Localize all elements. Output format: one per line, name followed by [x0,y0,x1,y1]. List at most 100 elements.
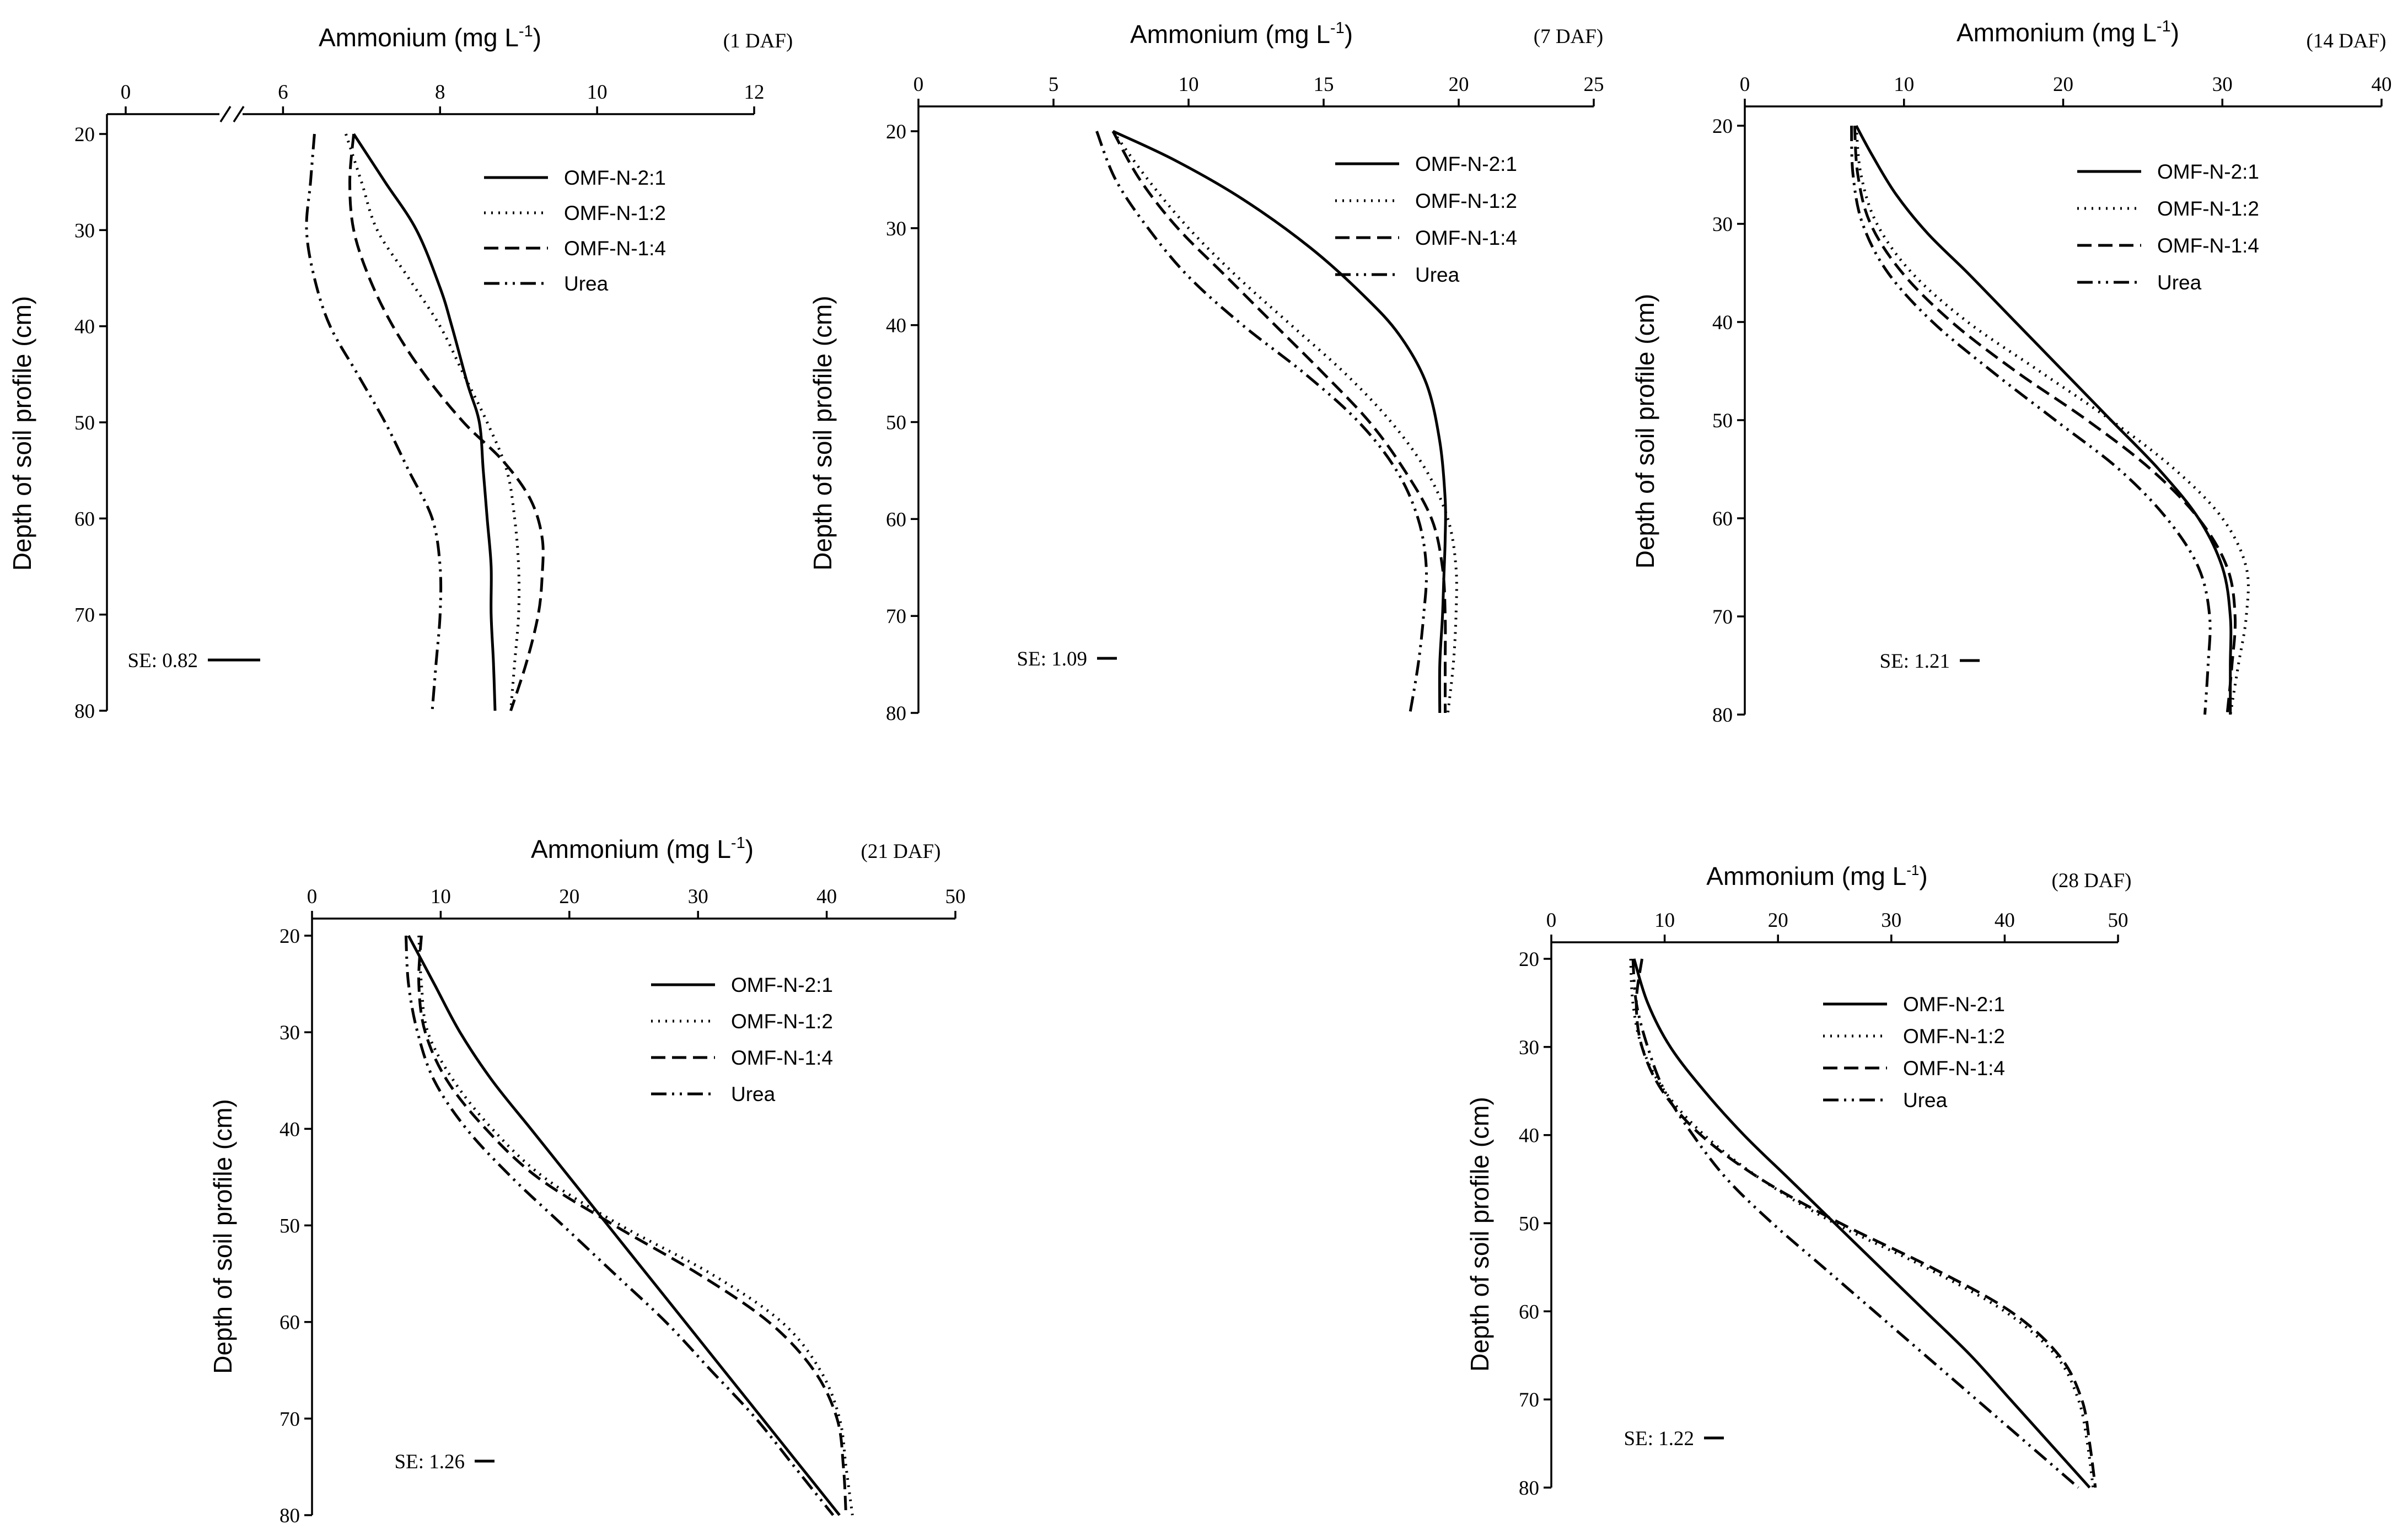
y-tick-label: 60 [1519,1301,1539,1323]
y-tick-label: 40 [74,316,95,339]
x-axis-title-close: ) [533,23,541,52]
y-tick-label: 50 [886,412,906,434]
x-axis-title-text: Ammonium (mg L [531,835,731,863]
y-tick-label: 60 [74,508,95,530]
x-axis-title: Ammonium (mg L-1) [1957,18,2179,47]
y-tick-label: 60 [886,508,906,531]
x-tick-label: 40 [816,885,837,908]
legend-label: OMF-N-2:1 [2157,160,2259,183]
y-tick-label: 70 [1712,606,1733,629]
y-tick-label: 50 [1519,1213,1539,1236]
se-label: SE: 0.82 [128,650,198,672]
x-tick-label: 40 [1995,909,2015,932]
legend-label: OMF-N-1:4 [1415,227,1517,249]
legend-label: Urea [731,1083,776,1105]
y-tick-label: 80 [280,1505,300,1527]
x-tick-label: 20 [1768,909,1788,932]
y-tick-label: 20 [1519,948,1539,971]
chart-panel-5: 0 10 20 30 40 50 20 30 40 50 60 70 80 Ammonium (mg L-… [1465,862,2131,1500]
series-line-omf-n-2-1 [1112,130,1447,713]
x-axis-title-superscript: -1 [2157,18,2171,35]
y-axis-title: Depth of soil profile (cm) [208,1099,237,1374]
axis-break-mark [219,106,232,122]
x-axis-title-text: Ammonium (mg L [1957,18,2157,47]
x-tick-label: 0 [121,81,131,104]
legend-label: OMF-N-1:2 [2157,197,2259,220]
x-axis-title: Ammonium (mg L-1) [1706,862,1927,890]
legend-label: OMF-N-1:4 [2157,234,2259,257]
y-tick-label: 30 [74,219,95,242]
x-tick-label: 15 [1314,73,1334,96]
y-axis-title: Depth of soil profile (cm) [1631,294,1659,569]
y-tick-label: 40 [886,315,906,337]
x-axis-title-text: Ammonium (mg L [1706,862,1906,890]
legend-label: OMF-N-1:4 [731,1046,833,1069]
y-tick-label: 70 [74,604,95,627]
legend-label: OMF-N-1:2 [1903,1025,2005,1048]
x-axis-title-superscript: -1 [1906,862,1919,878]
legend-label: Urea [2157,271,2202,294]
series-line-omf-n-2-1 [1632,958,2091,1489]
se-label: SE: 1.09 [1017,648,1087,670]
legend-label: OMF-N-1:4 [564,237,666,260]
chart-panel-1: 0 6 8 10 12 20 30 40 50 60 70 80 Ammonium (mg L-1) (1… [8,23,793,723]
x-tick-label: 0 [913,73,924,96]
x-tick-label: 10 [1894,73,1914,96]
x-axis-title: Ammonium (mg L-1) [1130,19,1353,49]
y-tick-label: 30 [886,218,906,240]
x-axis-title-text: Ammonium (mg L [319,23,519,52]
x-axis-title-close: ) [2171,18,2179,47]
series-line-urea [1631,958,2079,1489]
x-tick-label: 30 [688,885,708,908]
series-line-urea [1095,131,1428,713]
y-tick-label: 80 [1712,704,1733,727]
y-tick-label: 50 [74,412,95,434]
chart-title-daf: (7 DAF) [1534,25,1603,48]
x-axis-title: Ammonium (mg L-1) [531,834,754,863]
y-tick-label: 70 [886,605,906,628]
x-tick-label: 8 [435,81,445,104]
y-tick-label: 40 [1519,1125,1539,1147]
chart-panel-2: 0 5 10 15 20 25 20 30 40 50 60 70 80 Ammonium (mg L-1… [808,19,1604,725]
y-tick-label: 20 [74,124,95,146]
y-tick-label: 50 [280,1215,300,1238]
series-line-omf-n-1-2 [1629,958,2095,1488]
x-tick-label: 50 [945,885,966,908]
legend-label: OMF-N-2:1 [564,167,666,189]
se-label: SE: 1.22 [1624,1427,1694,1450]
y-tick-label: 60 [280,1312,300,1334]
x-axis-title: Ammonium (mg L-1) [319,23,541,52]
legend-label: OMF-N-2:1 [1415,153,1517,175]
x-tick-label: 20 [2053,73,2073,96]
chart-title-daf: (14 DAF) [2307,30,2386,52]
y-axis-title: Depth of soil profile (cm) [8,296,36,571]
x-axis-title-superscript: -1 [1330,19,1345,37]
y-tick-label: 20 [886,121,906,143]
legend-label: Urea [1903,1089,1948,1112]
line-gap-mask [1327,271,1345,288]
x-tick-label: 6 [278,81,288,104]
legend-label: OMF-N-1:4 [1903,1057,2005,1080]
legend-label: OMF-N-2:1 [731,974,833,996]
x-axis-title-close: ) [1919,862,1927,890]
x-tick-label: 20 [559,885,579,908]
x-tick-label: 10 [1179,73,1199,96]
series-line-omf-n-1-2 [1855,125,2250,715]
chart-panel-3: 0 10 20 30 40 20 30 40 50 60 70 80 Ammonium (mg L-1)… [1631,18,2392,727]
chart-panel-4: 0 10 20 30 40 50 20 30 40 50 60 70 80 Ammonium (mg L-… [208,834,966,1527]
series-line-omf-n-1-2 [1111,130,1458,713]
legend-label: OMF-N-1:2 [564,202,666,224]
y-tick-label: 30 [1712,213,1733,236]
se-label: SE: 1.21 [1880,650,1950,673]
x-axis-title-superscript: -1 [731,834,745,852]
y-tick-label: 30 [280,1022,300,1044]
x-tick-label: 10 [1654,909,1675,932]
x-tick-label: 50 [2108,909,2128,932]
x-tick-label: 40 [2372,73,2392,96]
x-tick-label: 0 [1740,73,1750,96]
x-tick-label: 10 [587,81,608,104]
y-tick-label: 50 [1712,410,1733,432]
legend-label: OMF-N-1:2 [1415,190,1517,212]
